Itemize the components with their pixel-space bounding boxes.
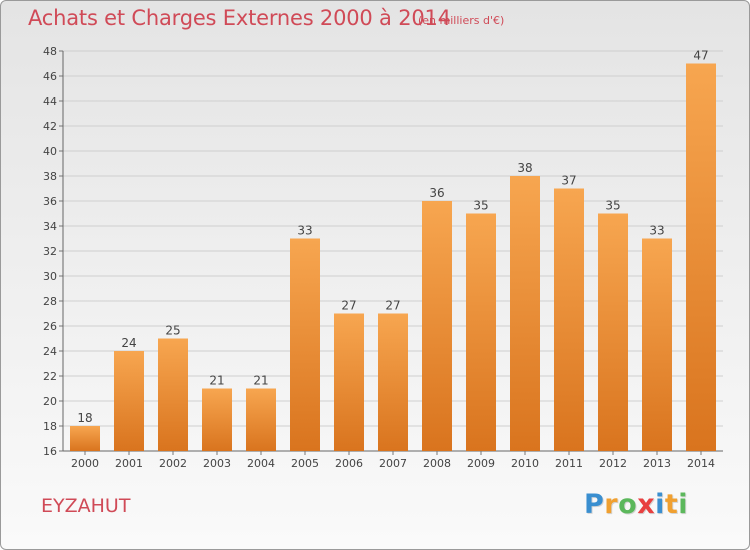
x-tick-label-2014: 2014 xyxy=(687,457,715,470)
bar-2002 xyxy=(158,338,188,451)
commune-name: EYZAHUT xyxy=(41,495,131,517)
logo-letter: r xyxy=(604,489,619,520)
y-tick-label: 48 xyxy=(43,45,57,58)
x-tick-label-2012: 2012 xyxy=(599,457,627,470)
value-label-2000: 18 xyxy=(77,411,92,425)
bar-2004 xyxy=(246,388,276,451)
logo-letter: x xyxy=(637,489,656,520)
value-label-2003: 21 xyxy=(209,374,224,388)
y-tick-label: 20 xyxy=(43,395,57,408)
x-tick-label-2013: 2013 xyxy=(643,457,671,470)
y-tick-label: 22 xyxy=(43,370,57,383)
value-label-2009: 35 xyxy=(473,199,488,213)
y-tick-label: 32 xyxy=(43,245,57,258)
x-tick-label-2009: 2009 xyxy=(467,457,495,470)
bars xyxy=(70,63,716,451)
logo-letter: P xyxy=(584,489,605,520)
y-tick-label: 42 xyxy=(43,120,57,133)
value-label-2006: 27 xyxy=(341,299,356,313)
chart-subtitle: (en milliers d'€) xyxy=(418,14,505,27)
value-label-2010: 38 xyxy=(517,161,532,175)
x-tick-label-2003: 2003 xyxy=(203,457,231,470)
x-tick-label-2005: 2005 xyxy=(291,457,319,470)
bar-2008 xyxy=(422,201,452,451)
x-tick-label-2000: 2000 xyxy=(71,457,99,470)
logo-letter: i xyxy=(678,489,689,520)
bar-2010 xyxy=(510,176,540,451)
value-label-2005: 33 xyxy=(297,224,312,238)
x-tick-label-2006: 2006 xyxy=(335,457,363,470)
logo-letter: t xyxy=(664,489,679,520)
value-label-2007: 27 xyxy=(385,299,400,313)
y-tick-label: 24 xyxy=(43,345,57,358)
x-tick-label-2007: 2007 xyxy=(379,457,407,470)
value-label-2013: 33 xyxy=(649,224,664,238)
bar-2001 xyxy=(114,351,144,451)
bar-2012 xyxy=(598,213,628,451)
logo-letter: o xyxy=(618,489,638,520)
value-label-2008: 36 xyxy=(429,186,444,200)
y-tick-label: 38 xyxy=(43,170,57,183)
y-tick-label: 34 xyxy=(43,220,57,233)
bar-2014 xyxy=(686,63,716,451)
y-tick-label: 16 xyxy=(43,445,57,458)
y-tick-label: 30 xyxy=(43,270,57,283)
y-tick-label: 36 xyxy=(43,195,57,208)
x-tick-label-2002: 2002 xyxy=(159,457,187,470)
bar-2000 xyxy=(70,426,100,451)
labels: 16 18 20 22 24 26 28 30 32 34 36 38 40 42 44 46 48 18 2000… xyxy=(43,45,715,470)
value-label-2011: 37 xyxy=(561,174,576,188)
bar-2003 xyxy=(202,388,232,451)
y-tick-label: 26 xyxy=(43,320,57,333)
bar-2007 xyxy=(378,313,408,451)
bar-2009 xyxy=(466,213,496,451)
value-label-2002: 25 xyxy=(165,324,180,338)
value-label-2014: 47 xyxy=(693,49,708,63)
bar-2013 xyxy=(642,238,672,451)
logo-letter: i xyxy=(655,489,665,520)
x-tick-label-2004: 2004 xyxy=(247,457,275,470)
value-label-2001: 24 xyxy=(121,336,136,350)
chart-title: Achats et Charges Externes 2000 à 2014 xyxy=(28,6,451,30)
x-tick-label-2001: 2001 xyxy=(115,457,143,470)
y-tick-label: 46 xyxy=(43,70,57,83)
x-tick-label-2010: 2010 xyxy=(511,457,539,470)
y-tick-label: 18 xyxy=(43,420,57,433)
y-tick-label: 44 xyxy=(43,95,57,108)
bar-2011 xyxy=(554,188,584,451)
y-tick-label: 40 xyxy=(43,145,57,158)
x-tick-label-2008: 2008 xyxy=(423,457,451,470)
bar-2005 xyxy=(290,238,320,451)
x-tick-label-2011: 2011 xyxy=(555,457,583,470)
y-tick-label: 28 xyxy=(43,295,57,308)
bar-2006 xyxy=(334,313,364,451)
proxiti-logo: Proxiti xyxy=(584,489,688,520)
value-label-2012: 35 xyxy=(605,199,620,213)
value-label-2004: 21 xyxy=(253,374,268,388)
